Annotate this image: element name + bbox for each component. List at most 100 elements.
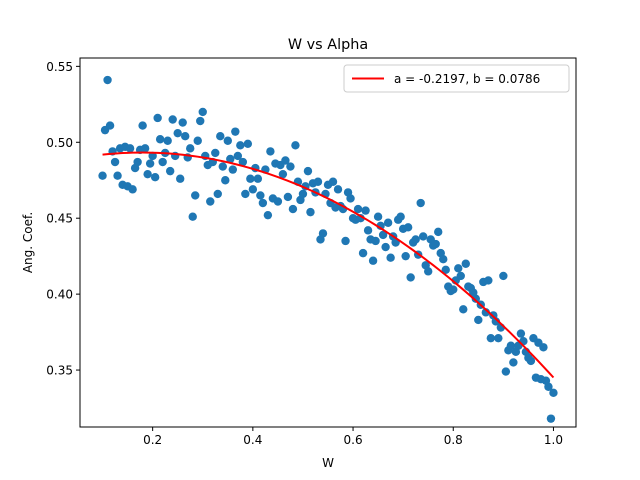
data-point-140 <box>449 285 458 294</box>
data-point-26 <box>163 136 172 145</box>
data-point-180 <box>549 388 558 398</box>
data-point-142 <box>454 264 463 273</box>
data-point-178 <box>544 382 553 391</box>
data-point-56 <box>238 157 248 167</box>
data-point-24 <box>158 157 167 167</box>
data-point-86 <box>313 177 323 186</box>
data-point-110 <box>373 212 383 221</box>
data-point-157 <box>491 317 501 326</box>
data-point-3 <box>105 121 115 130</box>
y-tick-label: 0.35 <box>46 364 73 378</box>
data-point-108 <box>368 256 378 265</box>
data-point-16 <box>138 121 147 130</box>
data-point-115 <box>386 253 395 262</box>
data-point-2 <box>103 75 112 85</box>
data-point-63 <box>256 191 265 200</box>
data-point-35 <box>186 144 195 153</box>
x-axis-label: W <box>322 456 334 470</box>
data-point-55 <box>236 141 245 150</box>
data-point-37 <box>191 191 200 200</box>
data-point-52 <box>228 165 238 174</box>
data-point-99 <box>346 194 355 203</box>
data-point-64 <box>258 198 268 208</box>
data-point-122 <box>403 223 413 232</box>
legend-label: a = -0.2197, b = 0.0786 <box>394 72 540 86</box>
data-point-75 <box>286 162 295 171</box>
data-point-163 <box>506 341 516 350</box>
data-point-127 <box>416 198 425 208</box>
x-tick-label: 0.8 <box>444 433 463 447</box>
data-point-14 <box>133 157 142 167</box>
data-point-27 <box>165 166 175 176</box>
y-tick-label: 0.50 <box>46 136 73 150</box>
data-point-11 <box>125 144 135 153</box>
y-tick-label: 0.40 <box>46 288 73 302</box>
data-point-48 <box>218 162 227 171</box>
data-point-149 <box>471 294 480 303</box>
fit-line <box>102 151 555 379</box>
data-point-53 <box>231 127 240 136</box>
data-point-33 <box>181 132 190 141</box>
data-point-137 <box>441 265 450 275</box>
data-point-62 <box>253 174 263 183</box>
data-point-39 <box>196 116 205 126</box>
data-point-104 <box>358 248 368 258</box>
x-tick-label: 0.6 <box>344 433 363 447</box>
data-point-106 <box>363 226 373 235</box>
x-axis: 0.2 0.4 0.6 0.8 1.0 <box>143 427 563 447</box>
data-point-40 <box>198 107 207 117</box>
data-point-60 <box>248 185 258 194</box>
data-point-74 <box>283 192 293 202</box>
data-point-82 <box>303 166 313 176</box>
data-point-31 <box>176 174 185 183</box>
data-point-43 <box>206 197 215 206</box>
chart-title: W vs Alpha <box>288 37 368 53</box>
data-point-144 <box>459 305 468 314</box>
x-tick-label: 1.0 <box>544 433 563 447</box>
y-axis: 0.35 0.40 0.45 0.50 0.55 <box>46 60 80 378</box>
y-axis-label: Ang. Coef. <box>21 212 35 273</box>
data-point-23 <box>155 135 165 144</box>
y-tick-label: 0.45 <box>46 212 73 226</box>
data-point-136 <box>439 255 448 264</box>
data-point-94 <box>333 185 343 194</box>
data-point-128 <box>418 232 428 241</box>
data-point-6 <box>113 171 122 180</box>
data-point-121 <box>401 251 410 261</box>
data-point-77 <box>291 141 300 150</box>
data-point-158 <box>494 333 503 343</box>
data-point-46 <box>213 189 222 199</box>
data-point-167 <box>516 329 526 338</box>
data-point-5 <box>110 157 120 167</box>
data-point-145 <box>461 259 470 268</box>
axes-frame <box>79 57 577 428</box>
data-point-20 <box>148 151 157 161</box>
data-point-76 <box>288 204 298 214</box>
data-point-113 <box>381 242 390 252</box>
data-point-161 <box>501 367 511 376</box>
data-point-66 <box>263 210 273 220</box>
data-point-83 <box>306 207 315 217</box>
data-point-112 <box>378 230 388 240</box>
legend: a = -0.2197, b = 0.0786 <box>343 64 570 93</box>
data-point-73 <box>281 156 290 165</box>
data-point-125 <box>411 235 420 244</box>
x-tick-label: 0.2 <box>143 433 162 447</box>
data-point-102 <box>353 204 363 214</box>
data-point-47 <box>216 132 225 141</box>
x-tick-label: 0.4 <box>243 433 262 447</box>
data-point-80 <box>298 189 308 199</box>
data-point-17 <box>140 144 150 153</box>
data-point-179 <box>546 414 556 423</box>
data-point-88 <box>318 229 328 238</box>
data-point-97 <box>341 236 350 246</box>
data-point-67 <box>266 147 275 156</box>
data-point-114 <box>383 218 393 227</box>
data-point-160 <box>499 271 508 281</box>
data-point-143 <box>456 271 465 281</box>
data-point-130 <box>424 267 433 276</box>
data-point-49 <box>221 176 230 185</box>
data-point-58 <box>243 139 253 148</box>
data-point-51 <box>226 154 235 164</box>
